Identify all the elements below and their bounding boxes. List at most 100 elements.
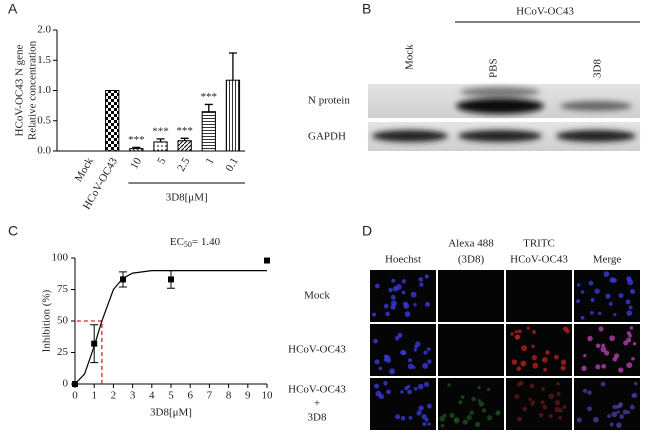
y-axis-label: HCoV-OC43 N gene <box>14 44 26 136</box>
cell-nucleus <box>419 282 424 287</box>
cell-nucleus <box>582 388 588 394</box>
error-bar <box>156 138 165 142</box>
cell-nucleus <box>562 404 567 410</box>
column-header: Alexa 488 <box>448 238 494 250</box>
cell-nucleus <box>449 412 455 418</box>
cell-nucleus <box>609 335 616 342</box>
cell-nucleus <box>588 280 594 286</box>
cell-nucleus <box>383 381 388 386</box>
x-tick-label: 10 <box>262 390 274 402</box>
cell-nucleus <box>618 292 624 299</box>
cell-nucleus <box>442 413 447 418</box>
cell-nucleus <box>540 400 545 405</box>
cell-nucleus <box>587 406 592 412</box>
cell-nucleus <box>625 299 631 305</box>
cell-nucleus <box>558 415 563 420</box>
micrograph <box>438 270 504 322</box>
cell-nucleus <box>613 312 617 317</box>
cell-nucleus <box>618 367 624 373</box>
cell-nucleus <box>600 346 607 353</box>
row-label: 3D8 <box>308 412 327 424</box>
cell-nucleus <box>407 358 413 363</box>
cell-nucleus <box>496 410 501 415</box>
cell-nucleus <box>397 332 403 338</box>
cell-nucleus <box>453 417 460 424</box>
x-tick-label: 2 <box>111 390 117 402</box>
cell-nucleus <box>580 290 585 294</box>
cell-nucleus <box>390 294 396 300</box>
cell-nucleus <box>389 368 396 375</box>
cell-nucleus <box>425 301 431 307</box>
cell-nucleus <box>395 284 402 290</box>
cell-nucleus <box>514 334 520 340</box>
cell-nucleus <box>385 354 390 360</box>
band <box>556 130 636 142</box>
y-tick-label: 1.5 <box>37 54 51 66</box>
point <box>168 276 174 283</box>
title-text: EC <box>170 236 184 248</box>
cell-nucleus <box>532 330 536 334</box>
cell-nucleus <box>516 366 522 372</box>
significance: *** <box>128 134 145 146</box>
panel-label: C <box>8 223 18 239</box>
cell-nucleus <box>391 278 396 283</box>
cell-nucleus <box>595 343 601 349</box>
micrograph <box>506 270 572 322</box>
cell-nucleus <box>401 279 407 284</box>
panel-label: D <box>362 223 372 239</box>
row-label: GAPDH <box>308 131 346 143</box>
cell-nucleus <box>526 326 530 330</box>
cell-nucleus <box>554 399 561 406</box>
cell-nucleus <box>589 310 594 315</box>
bar <box>129 148 144 152</box>
cell-nucleus <box>629 326 634 330</box>
cell-nucleus <box>477 385 481 390</box>
cell-nucleus <box>581 365 587 372</box>
cell-nucleus <box>426 403 432 409</box>
cell-nucleus <box>440 423 445 428</box>
y-tick-label: 100 <box>52 252 69 264</box>
cell-nucleus <box>424 274 429 279</box>
cell-nucleus <box>427 359 432 364</box>
cell-nucleus <box>576 417 582 423</box>
cell-nucleus <box>404 386 409 391</box>
title-subscript: 50 <box>184 240 192 249</box>
cell-nucleus <box>598 326 604 332</box>
cell-nucleus <box>378 366 383 371</box>
cell-nucleus <box>408 415 413 420</box>
row-label: + <box>314 398 320 410</box>
row-label: N protein <box>308 95 350 107</box>
cell-nucleus <box>522 406 528 412</box>
micrograph <box>438 324 504 376</box>
x-tick-label: Mock <box>73 155 96 184</box>
panel-label: A <box>8 1 18 17</box>
group-label: 3D8[μM] <box>166 192 208 204</box>
cell-nucleus <box>605 293 611 299</box>
x-tick-label: 10 <box>128 155 144 171</box>
cell-nucleus <box>604 350 610 356</box>
cell-nucleus <box>548 413 553 418</box>
cell-nucleus <box>486 387 491 392</box>
cell-nucleus <box>404 311 411 317</box>
title-text: = 1.40 <box>192 236 221 248</box>
lane-label: Mock <box>404 44 416 70</box>
cell-nucleus <box>595 364 601 370</box>
cell-nucleus <box>400 416 406 421</box>
cell-nucleus <box>558 408 563 413</box>
cell-nucleus <box>631 356 635 361</box>
cell-nucleus <box>609 277 616 283</box>
cell-nucleus <box>608 301 613 306</box>
cell-nucleus <box>629 288 636 295</box>
cell-nucleus <box>590 297 595 302</box>
cell-nucleus <box>375 283 380 289</box>
bar <box>105 90 120 152</box>
cell-nucleus <box>633 381 638 386</box>
error-bar <box>204 103 213 112</box>
y-tick-label: 0 <box>63 378 69 390</box>
x-tick-label: 0.1 <box>223 156 240 174</box>
western-blot: Mock HCoV-OC43 PBS 3D8 N protein GAPDH <box>308 6 640 151</box>
cell-nucleus <box>554 406 560 413</box>
cell-nucleus <box>531 400 536 404</box>
row-label: Mock <box>304 290 330 302</box>
